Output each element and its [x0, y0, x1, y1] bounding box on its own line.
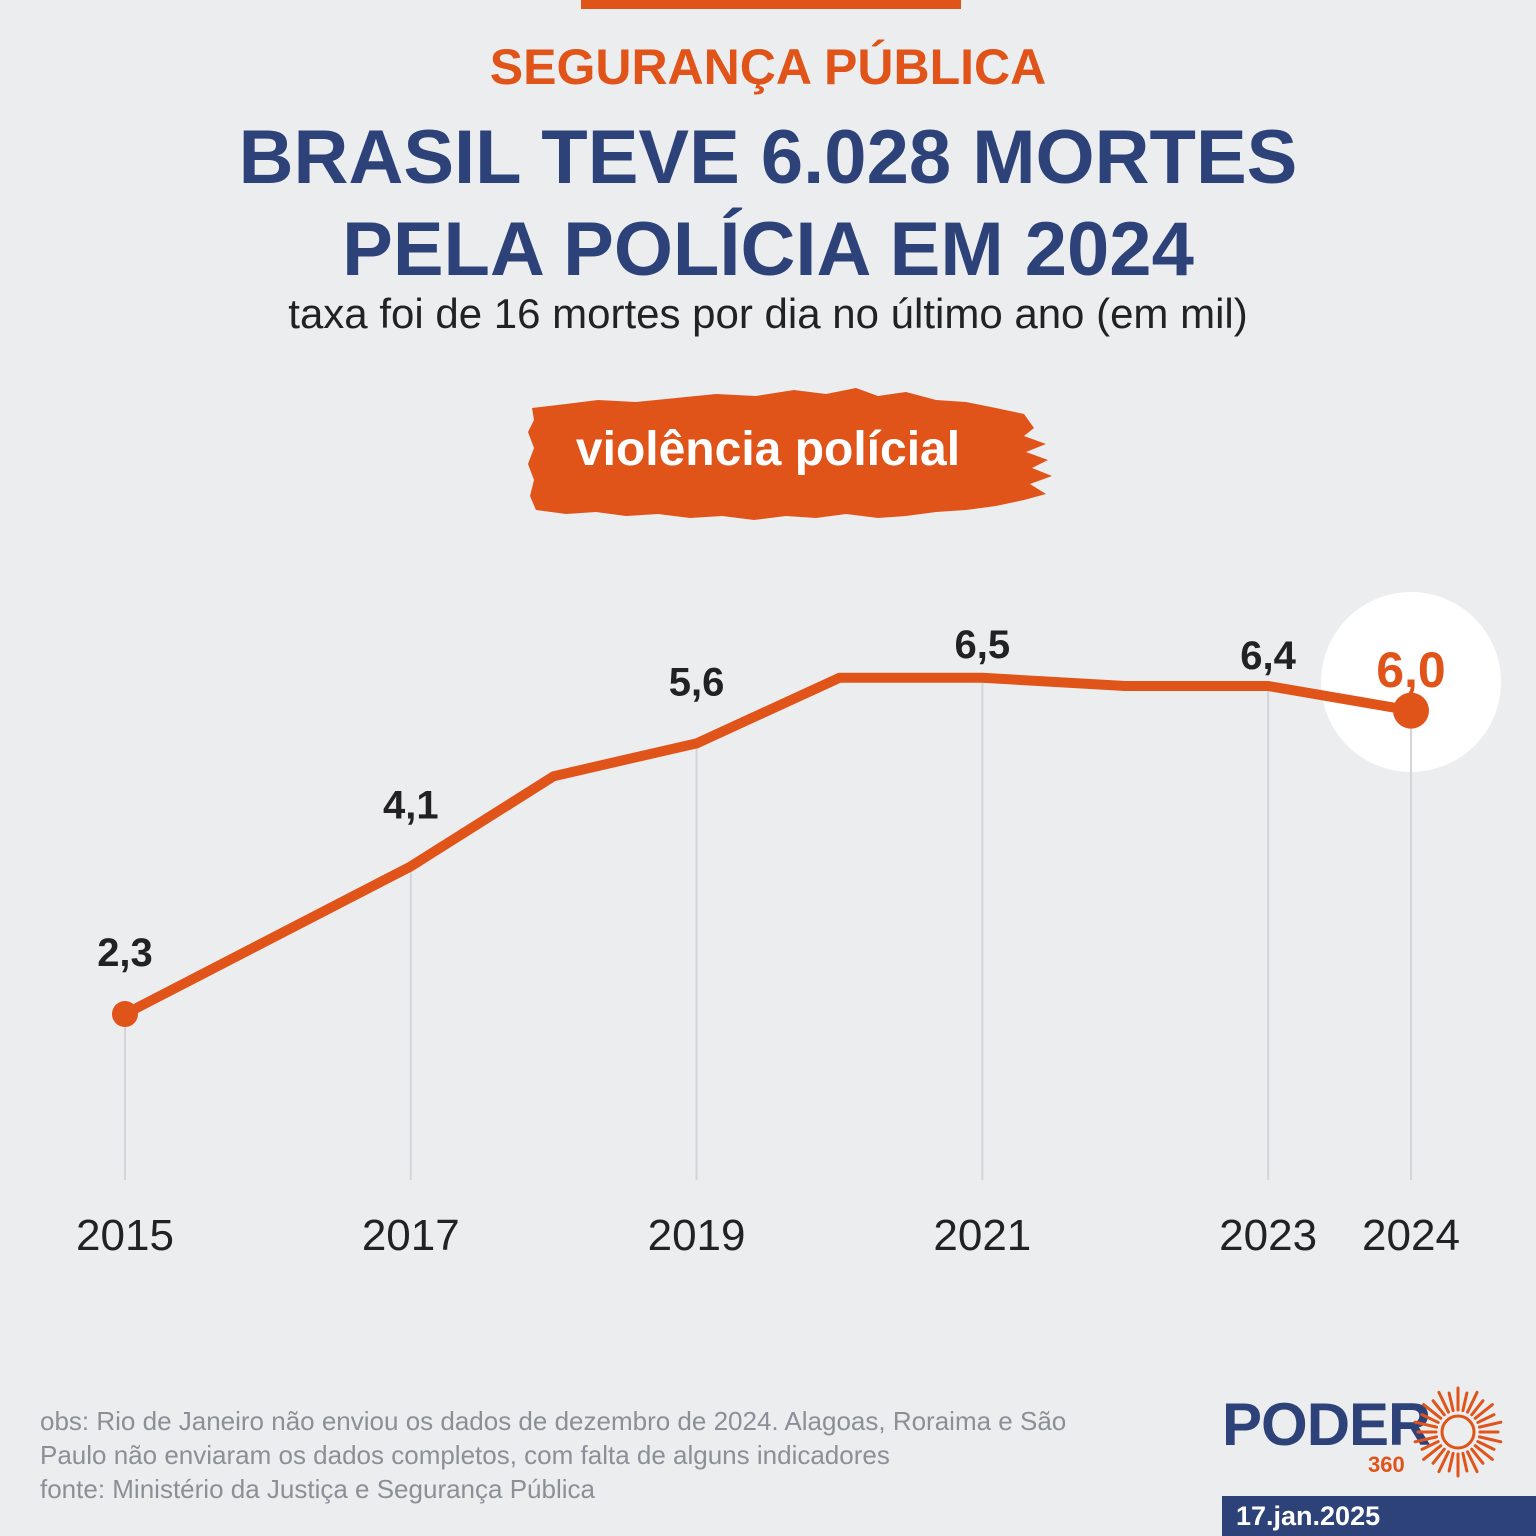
data-point-2024	[1393, 692, 1429, 729]
x-tick-label-2015: 2015	[76, 1211, 174, 1260]
data-point-2015	[112, 1001, 138, 1027]
line-chart: 2,3 4,1 5,6 6,5 6,4 6,0 2015 2017 2019 2021 2023 20…	[76, 592, 1501, 1260]
subtitle: taxa foi de 16 mortes por dia no último …	[288, 290, 1248, 337]
x-tick-label-2021: 2021	[933, 1211, 1031, 1260]
footnote: obs: Rio de Janeiro não enviou os dados …	[40, 1404, 1200, 1506]
footnote-line-1: obs: Rio de Janeiro não enviou os dados …	[40, 1406, 1067, 1436]
x-tick-label-2017: 2017	[362, 1211, 460, 1260]
data-label-2019: 5,6	[669, 660, 725, 704]
x-tick-label-2019: 2019	[648, 1211, 746, 1260]
logo-number: 360	[1368, 1452, 1405, 1477]
data-label-2024: 6,0	[1376, 642, 1446, 698]
data-label-2023: 6,4	[1240, 634, 1296, 678]
topic-tag: violência polícial	[526, 388, 1056, 524]
sun-icon	[1413, 1386, 1503, 1478]
series-line	[120, 672, 1416, 1019]
topic-tag-label: violência polícial	[575, 423, 961, 476]
headline: BRASIL TEVE 6.028 MORTES PELA POLÍCIA EM…	[0, 112, 1536, 296]
headline-line-1: BRASIL TEVE 6.028 MORTES	[238, 115, 1298, 200]
highlight-halo	[1321, 592, 1501, 772]
x-tick-label-2024: 2024	[1362, 1211, 1460, 1260]
poder360-logo: PODER 360	[1222, 1382, 1512, 1482]
data-label-2017: 4,1	[383, 783, 439, 827]
section-kicker: SEGURANÇA PÚBLICA	[489, 39, 1047, 95]
data-label-2015: 2,3	[97, 931, 153, 975]
brush-stroke-shape	[528, 388, 1052, 520]
data-label-2021: 6,5	[955, 623, 1011, 667]
logo-wordmark: PODER	[1222, 1391, 1431, 1458]
x-tick-label-2023: 2023	[1219, 1211, 1317, 1260]
footnote-line-2: Paulo não enviaram os dados completos, c…	[40, 1440, 890, 1470]
top-accent-bar	[581, 0, 961, 9]
headline-line-2: PELA POLÍCIA EM 2024	[342, 207, 1194, 292]
publication-date: 17.jan.2025	[1222, 1496, 1536, 1536]
source-line: fonte: Ministério da Justiça e Segurança…	[40, 1474, 595, 1504]
